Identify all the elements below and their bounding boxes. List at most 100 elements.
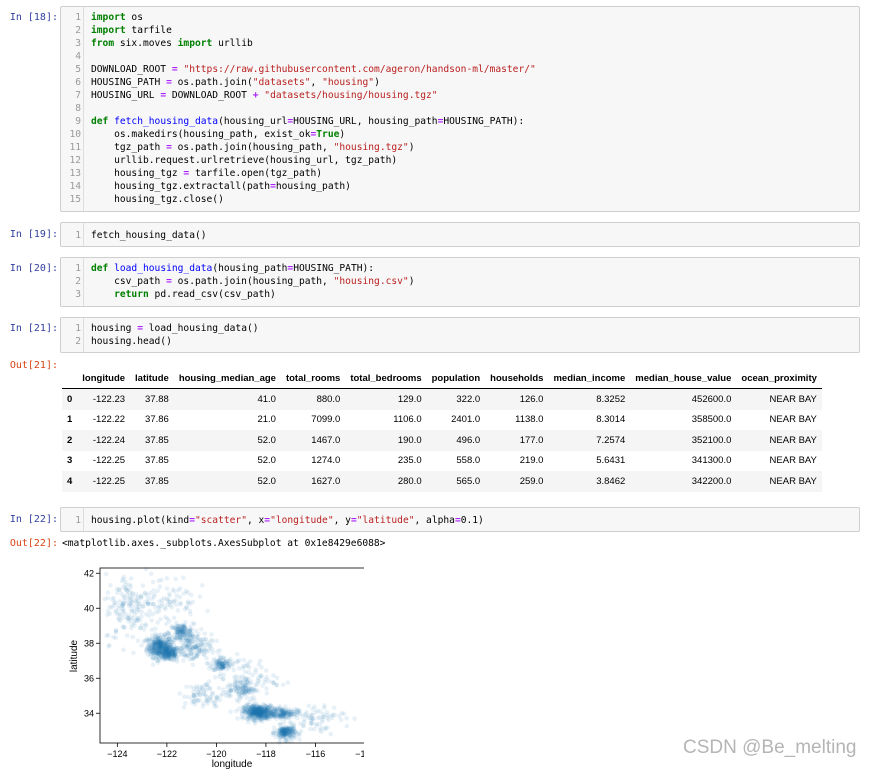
scatter-point — [280, 711, 285, 717]
scatter-point — [160, 649, 165, 654]
prompt-in-20: In [20]: — [9, 263, 58, 274]
scatter-point — [170, 649, 176, 655]
scatter-point — [162, 640, 167, 646]
scatter-point — [242, 705, 247, 711]
scatter-point — [216, 662, 221, 668]
scatter-point — [256, 709, 262, 715]
scatter-point — [199, 644, 204, 649]
scatter-point — [185, 653, 191, 658]
scatter-point — [278, 713, 284, 718]
scatter-point — [287, 732, 292, 738]
scatter-point — [325, 725, 330, 730]
scatter-point — [221, 664, 226, 669]
column-header: median_house_value — [630, 368, 737, 389]
scatter-point — [148, 654, 154, 659]
scatter-point — [126, 618, 131, 624]
scatter-point — [170, 648, 175, 654]
scatter-point — [167, 633, 173, 639]
code-cell-18[interactable]: 1 import os 2 import tarfile 3 from six.moves… — [60, 6, 860, 212]
scatter-point — [135, 616, 140, 621]
scatter-point — [239, 689, 245, 695]
scatter-point — [254, 708, 259, 714]
scatter-point — [271, 713, 277, 718]
scatter-point — [257, 704, 263, 709]
scatter-point — [212, 666, 218, 672]
scatter-point — [252, 715, 258, 721]
scatter-point — [282, 732, 288, 737]
scatter-point — [129, 594, 135, 600]
scatter-point — [134, 600, 139, 606]
scatter-point — [285, 730, 290, 735]
scatter-point — [288, 738, 294, 744]
scatter-point — [156, 647, 161, 652]
scatter-point — [157, 643, 162, 649]
scatter-point — [167, 654, 172, 659]
scatter-point — [244, 702, 249, 707]
y-tick-label: 38 — [84, 638, 94, 648]
scatter-point — [212, 699, 218, 705]
scatter-point — [188, 629, 194, 634]
scatter-point — [321, 712, 326, 717]
code-cell-19[interactable]: 1 fetch_housing_data() — [60, 222, 860, 247]
scatter-point — [138, 593, 144, 599]
line-number: 1 — [75, 230, 81, 241]
scatter-point — [266, 713, 271, 719]
scatter-point — [274, 709, 279, 715]
scatter-point — [319, 725, 324, 731]
scatter-point — [243, 690, 248, 695]
scatter-point — [161, 652, 167, 658]
scatter-point — [286, 712, 291, 718]
column-header: median_income — [548, 368, 631, 389]
scatter-point — [295, 709, 300, 714]
scatter-point — [168, 653, 174, 659]
scatter-point — [113, 635, 119, 641]
scatter-point — [280, 731, 285, 736]
scatter-point — [175, 627, 180, 632]
scatter-point — [157, 646, 162, 651]
scatter-point — [164, 653, 169, 659]
scatter-point — [284, 731, 290, 736]
line-number: 6 — [75, 77, 81, 88]
scatter-point — [257, 704, 262, 710]
scatter-point — [256, 708, 261, 713]
scatter-point — [287, 729, 292, 734]
table-cell: 7099.0 — [311, 414, 341, 426]
dataframe-table: longitude latitude housing_median_age total… — [62, 368, 822, 492]
code-cell-22[interactable]: 1 housing.plot(kind="scatter", x="longitu… — [60, 507, 860, 532]
scatter-point — [220, 665, 226, 670]
scatter-point — [159, 647, 165, 653]
scatter-point — [154, 609, 159, 615]
scatter-point — [277, 704, 283, 709]
scatter-point — [217, 648, 223, 653]
code-line: 4 — [61, 50, 536, 63]
scatter-point — [344, 716, 350, 721]
scatter-point — [192, 702, 198, 707]
scatter-point — [254, 704, 259, 709]
scatter-point — [306, 713, 312, 719]
code-text: from six.moves import urllib — [91, 38, 253, 49]
scatter-point — [265, 705, 271, 710]
code-cell-21[interactable]: 1 housing = load_housing_data() 2 housing.h… — [60, 317, 860, 353]
scatter-point — [253, 710, 259, 715]
scatter-point — [253, 707, 259, 713]
table-cell: 5.6431 — [596, 455, 626, 467]
scatter-point — [257, 712, 263, 718]
scatter-point — [186, 641, 192, 647]
scatter-point — [283, 710, 289, 716]
scatter-point — [255, 715, 260, 720]
code-cell-20[interactable]: 1 def load_housing_data(housing_path=HOUS… — [60, 257, 860, 307]
scatter-point — [193, 644, 198, 650]
scatter-point — [269, 713, 275, 718]
scatter-point — [163, 606, 168, 612]
scatter-point — [241, 705, 246, 710]
scatter-point — [168, 649, 173, 654]
scatter-point — [243, 704, 249, 710]
scatter-point — [262, 711, 267, 716]
scatter-point — [221, 661, 227, 666]
scatter-point — [194, 686, 199, 691]
scatter-point — [259, 706, 265, 711]
scatter-point — [214, 704, 219, 709]
scatter-point — [171, 652, 176, 657]
scatter-point — [186, 642, 191, 647]
scatter-point — [162, 649, 168, 655]
